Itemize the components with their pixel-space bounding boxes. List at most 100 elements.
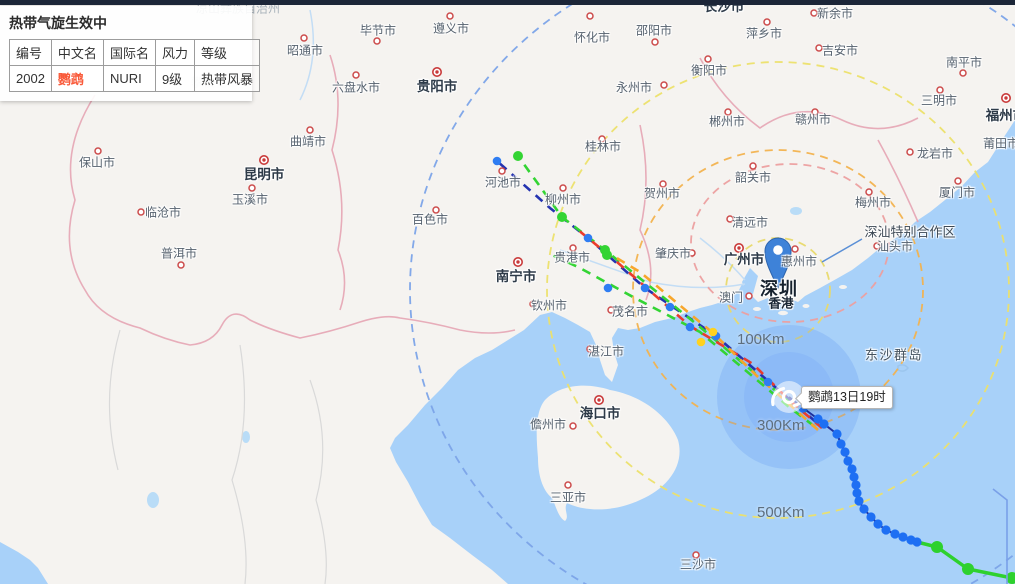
history-point[interactable] <box>912 537 922 547</box>
city-marker <box>936 86 944 94</box>
history-point[interactable] <box>859 504 869 514</box>
city-markers <box>94 9 1011 559</box>
history-point[interactable] <box>843 456 853 466</box>
forecast-point[interactable] <box>665 302 675 312</box>
city-marker <box>749 162 757 170</box>
cyclone-cn-name[interactable]: 鹦鹉 <box>50 65 104 92</box>
city-marker <box>352 71 360 79</box>
history-point-green[interactable] <box>962 563 974 575</box>
city-marker <box>446 12 454 20</box>
province-borders <box>68 54 919 346</box>
forecast-point[interactable] <box>492 156 502 166</box>
forecast-point[interactable] <box>763 377 773 387</box>
distance-ring-300Km <box>632 149 924 431</box>
history-point[interactable] <box>898 532 908 542</box>
city-marker <box>564 481 572 489</box>
city-marker <box>763 18 771 26</box>
col-header-cn-name: 中文名 <box>50 39 104 66</box>
city-marker <box>586 345 594 353</box>
history-point[interactable] <box>851 480 861 490</box>
col-header-wind: 风力 <box>154 39 195 66</box>
forecast-point[interactable] <box>603 283 613 293</box>
forecast-point[interactable] <box>583 233 593 243</box>
city-marker <box>724 108 732 116</box>
forecast-line-green-south <box>549 252 815 428</box>
ring-label-100Km: 100Km <box>737 331 785 348</box>
islands <box>753 285 847 316</box>
history-point[interactable] <box>854 496 864 506</box>
city-marker <box>660 81 668 89</box>
distance-ring-500Km <box>546 61 1010 519</box>
city-marker <box>559 184 567 192</box>
forecast-point[interactable] <box>685 322 695 332</box>
city-marker <box>137 208 145 216</box>
hainan-island <box>536 385 680 521</box>
city-marker <box>529 300 537 308</box>
shenshan-pointer-line <box>821 238 863 263</box>
forecast-point[interactable] <box>696 337 706 347</box>
city-marker <box>810 9 818 17</box>
city-marker <box>300 34 308 42</box>
history-point[interactable] <box>866 512 876 522</box>
alert-panel-title: 热带气旋生效中 <box>9 15 107 31</box>
cyclone-id: 2002 <box>9 65 52 92</box>
ring-label-300Km: 300Km <box>757 417 805 434</box>
history-point[interactable] <box>819 419 829 429</box>
forecast-point[interactable] <box>640 283 650 293</box>
city-marker <box>651 38 659 46</box>
estuary <box>742 268 758 294</box>
current-position-bubble[interactable]: 鹦鹉13日19时 <box>801 386 893 409</box>
cyclone-alert-panel: 热带气旋生效中 编号 中文名 国际名 风力 等级 2002 鹦鹉 NURI 9级… <box>0 6 260 101</box>
col-header-id: 编号 <box>9 39 52 66</box>
history-point[interactable] <box>840 447 850 457</box>
shenzhen-pin[interactable] <box>764 237 792 290</box>
forecast-point[interactable] <box>708 327 718 337</box>
city-marker <box>688 249 696 257</box>
cyclone-table: 编号 中文名 国际名 风力 等级 2002 鹦鹉 NURI 9级 热带风暴 <box>9 39 260 92</box>
forecast-point[interactable] <box>513 151 523 161</box>
city-marker <box>177 261 185 269</box>
corner-sea <box>0 542 48 584</box>
city-marker <box>873 242 881 250</box>
history-point[interactable] <box>890 529 900 539</box>
lakes <box>147 207 802 508</box>
history-point[interactable] <box>847 464 857 474</box>
dongsha-islet-icon <box>897 364 909 372</box>
city-marker <box>791 245 799 253</box>
city-marker <box>692 551 700 559</box>
city-marker <box>865 188 873 196</box>
distance-ring-aux4 <box>690 163 890 323</box>
city-marker <box>607 306 615 314</box>
sea-boundary-line <box>992 488 1008 584</box>
city-marker <box>954 177 962 185</box>
city-marker <box>586 12 594 20</box>
city-marker <box>498 167 506 175</box>
city-marker <box>659 180 667 188</box>
history-point[interactable] <box>881 525 891 535</box>
col-header-level: 等级 <box>193 39 260 66</box>
city-marker <box>569 244 577 252</box>
forecast-point[interactable] <box>557 212 567 222</box>
city-marker <box>959 69 967 77</box>
forecast-point[interactable] <box>602 250 612 260</box>
history-point[interactable] <box>852 488 862 498</box>
history-point-green[interactable] <box>931 541 943 553</box>
col-header-intl-name: 国际名 <box>102 39 156 66</box>
history-point[interactable] <box>836 439 846 449</box>
city-marker <box>745 292 753 300</box>
cyclone-table-data-row[interactable]: 2002 鹦鹉 NURI 9级 热带风暴 <box>9 65 260 92</box>
history-point[interactable] <box>832 429 842 439</box>
history-point-green[interactable] <box>1006 572 1015 584</box>
city-marker <box>94 147 102 155</box>
top-edge-bar <box>0 0 1015 5</box>
city-marker <box>432 206 440 214</box>
city-marker <box>373 37 381 45</box>
history-point[interactable] <box>849 472 859 482</box>
history-point[interactable] <box>873 519 883 529</box>
city-marker <box>598 135 606 143</box>
ring-label-500Km: 500Km <box>757 504 805 521</box>
city-marker <box>704 55 712 63</box>
